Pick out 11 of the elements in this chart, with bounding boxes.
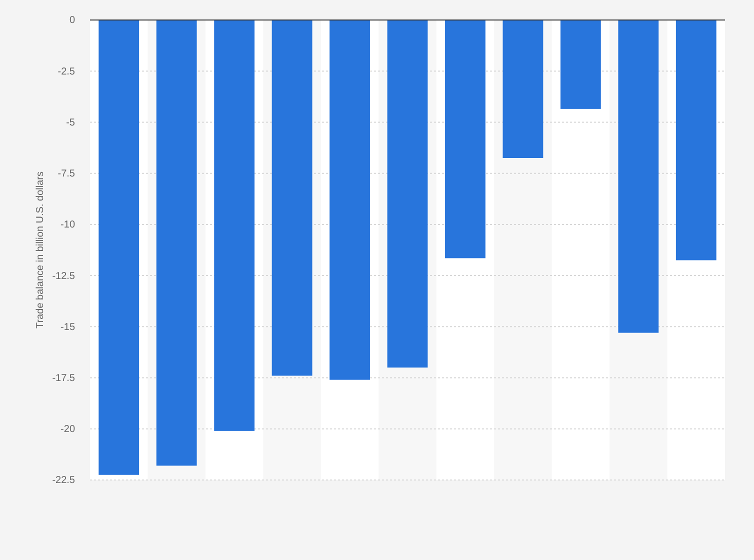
y-axis-title: Trade balance in billion U.S. dollars (35, 172, 46, 328)
y-tick-label: -17.5 (52, 372, 76, 384)
y-tick-label: -10 (60, 220, 76, 231)
y-tick-label: -12.5 (52, 270, 76, 282)
y-tick-label: -5 (66, 117, 76, 128)
y-tick-label: -15 (60, 322, 76, 333)
y-tick-label: -20 (60, 424, 76, 436)
y-tick-label: -7.5 (58, 168, 76, 180)
y-tick-label: 0 (69, 15, 76, 26)
y-tick-label: -22.5 (52, 475, 76, 486)
y-tick-label: -2.5 (58, 66, 76, 78)
